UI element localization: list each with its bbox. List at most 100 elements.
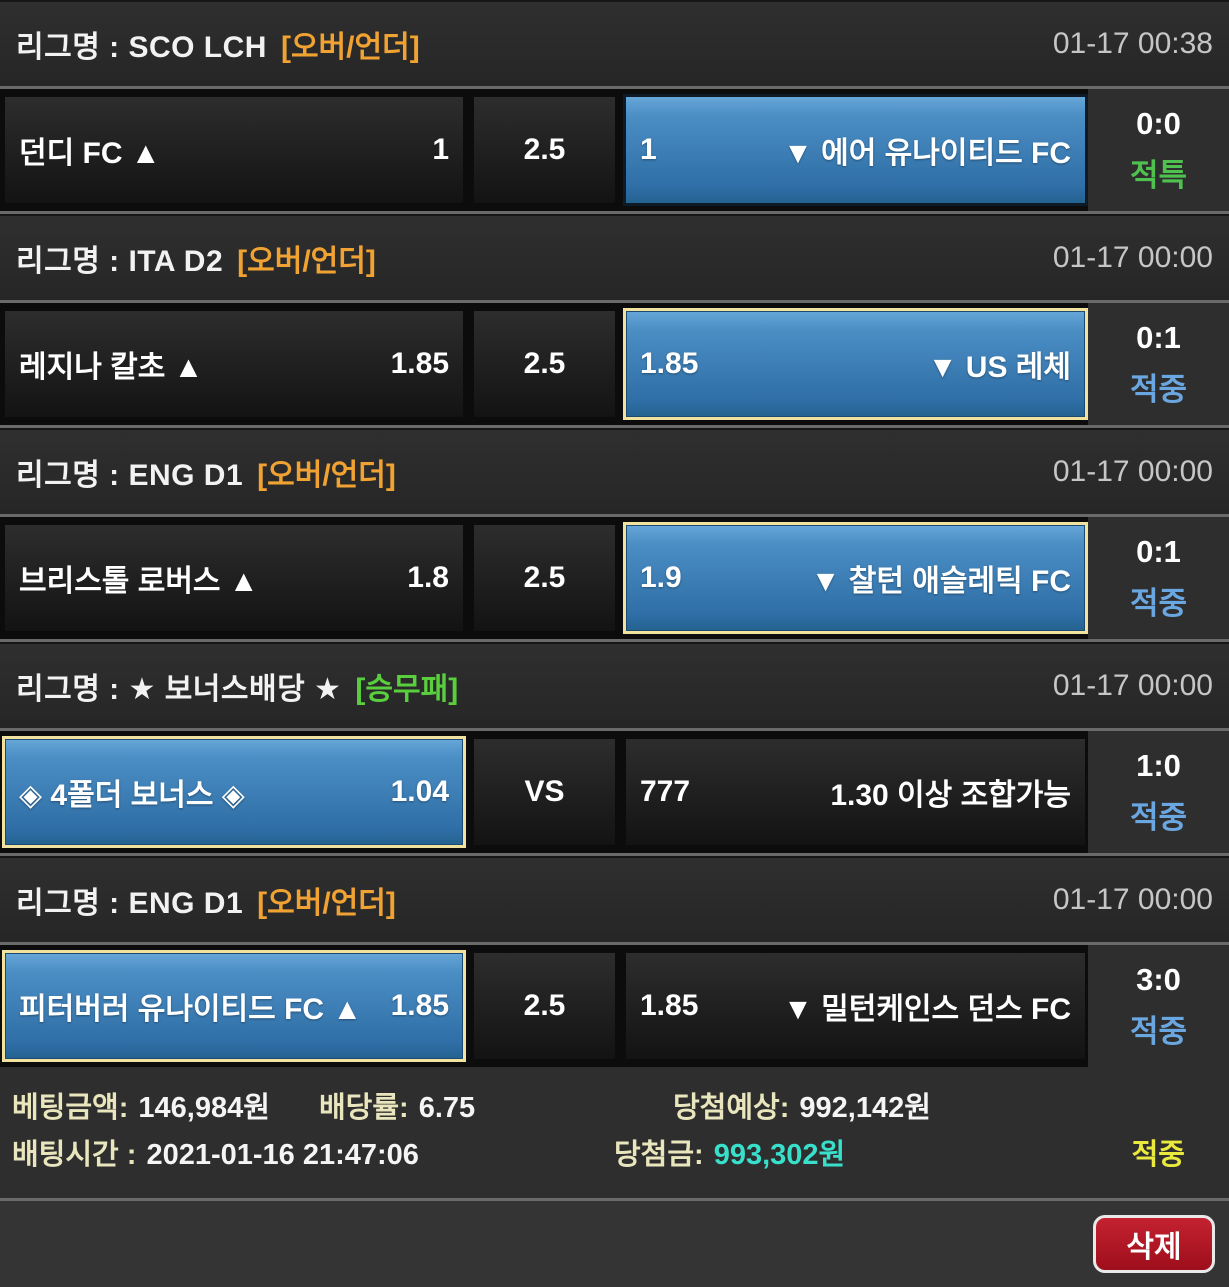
match-row: ◈ 4폴더 보너스 ◈ 1.04 VS 777 1.30 이상 조합가능 1:0… xyxy=(0,731,1229,856)
handicap-value: 2.5 xyxy=(523,347,566,380)
odds-cells: 피터버러 유나이티드 FC ▲ 1.85 2.5 1.85 ▼ 밀턴케인스 던스… xyxy=(0,945,1088,1067)
home-odds-button[interactable]: 던디 FC ▲ 1 xyxy=(2,94,466,206)
match-time: 01-17 00:00 xyxy=(1052,669,1213,702)
bet-time-value: 2021-01-16 21:47:06 xyxy=(146,1139,419,1171)
league-name: 리그명 : ★ 보너스배당 ★ xyxy=(16,673,342,706)
league-info: 리그명 : SCO LCH [오버/언더] xyxy=(16,22,420,66)
home-odds-button[interactable]: 브리스톨 로버스 ▲ 1.8 xyxy=(2,522,466,634)
away-odds-value: 1 xyxy=(640,133,657,166)
delete-button[interactable]: 삭제 xyxy=(1093,1215,1215,1273)
score-result: 3:0 적중 xyxy=(1088,945,1229,1067)
score-value: 0:1 xyxy=(1136,319,1181,355)
odds-cells: 레지나 칼초 ▲ 1.85 2.5 1.85 ▼ US 레체 xyxy=(0,303,1088,425)
handicap-value: 2.5 xyxy=(523,989,566,1022)
away-team-label: ▼ US 레체 xyxy=(927,351,1071,384)
bet-amount: 베팅금액: 146,984원 xyxy=(12,1085,319,1132)
handicap-cell[interactable]: 2.5 xyxy=(471,308,618,420)
league-header: 리그명 : ENG D1 [오버/언더] 01-17 00:00 xyxy=(0,428,1229,517)
league-info: 리그명 : ★ 보너스배당 ★ [승무패] xyxy=(16,664,458,708)
home-odds-button[interactable]: 레지나 칼초 ▲ 1.85 xyxy=(2,308,466,420)
handicap-cell[interactable]: 2.5 xyxy=(471,522,618,634)
away-odds-value: 1.85 xyxy=(640,347,699,380)
league-header: 리그명 : ENG D1 [오버/언더] 01-17 00:00 xyxy=(0,856,1229,945)
overall-result-badge: 적중 xyxy=(1131,1139,1185,1171)
expected-win: 당첨예상: 992,142원 xyxy=(673,1085,931,1132)
home-team-label: ◈ 4폴더 보너스 ◈ xyxy=(19,779,245,812)
away-odds-value: 777 xyxy=(640,775,691,808)
total-odds-value: 6.75 xyxy=(418,1092,476,1124)
expected-win-label: 당첨예상: xyxy=(673,1092,790,1124)
result-badge: 적중 xyxy=(1129,585,1188,621)
home-odds-value: 1.8 xyxy=(407,561,449,594)
result-badge: 적중 xyxy=(1129,1013,1188,1049)
home-odds-button-selected[interactable]: 피터버러 유나이티드 FC ▲ 1.85 xyxy=(2,950,466,1062)
market-tag: [승무패] xyxy=(355,673,459,706)
bet-time: 배팅시간 : 2021-01-16 21:47:06 xyxy=(12,1132,614,1179)
result-badge: 적중 xyxy=(1129,371,1188,407)
expected-win-value: 992,142원 xyxy=(799,1092,931,1124)
league-name: 리그명 : ENG D1 xyxy=(16,887,244,920)
summary-line-1: 베팅금액: 146,984원 배당률: 6.75 당첨예상: 992,142원 xyxy=(12,1085,1217,1132)
away-odds-value: 1.85 xyxy=(640,989,699,1022)
handicap-value: 2.5 xyxy=(523,561,566,594)
vs-cell: VS xyxy=(471,736,618,848)
home-odds-button-selected[interactable]: ◈ 4폴더 보너스 ◈ 1.04 xyxy=(2,736,466,848)
score-result: 0:0 적특 xyxy=(1088,89,1229,211)
league-name: 리그명 : SCO LCH xyxy=(16,31,267,64)
home-odds-value: 1 xyxy=(432,133,449,166)
away-odds-button[interactable]: 777 1.30 이상 조합가능 xyxy=(623,736,1088,848)
score-value: 1:0 xyxy=(1136,747,1181,783)
home-odds-value: 1.04 xyxy=(390,775,449,808)
away-odds-button[interactable]: 1.85 ▼ 밀턴케인스 던스 FC xyxy=(623,950,1088,1062)
away-team-label: ▼ 밀턴케인스 던스 FC xyxy=(783,993,1071,1026)
league-info: 리그명 : ENG D1 [오버/언더] xyxy=(16,878,396,922)
handicap-value: 2.5 xyxy=(523,133,566,166)
market-tag: [오버/언더] xyxy=(257,459,396,492)
league-header: 리그명 : ★ 보너스배당 ★ [승무패] 01-17 00:00 xyxy=(0,642,1229,731)
handicap-cell[interactable]: 2.5 xyxy=(471,950,618,1062)
market-tag: [오버/언더] xyxy=(280,31,420,64)
away-odds-button-selected[interactable]: 1.85 ▼ US 레체 xyxy=(623,308,1088,420)
score-value: 0:0 xyxy=(1136,105,1181,141)
home-team-label: 피터버러 유나이티드 FC ▲ xyxy=(19,993,363,1026)
handicap-cell[interactable]: 2.5 xyxy=(471,94,618,206)
match-row: 피터버러 유나이티드 FC ▲ 1.85 2.5 1.85 ▼ 밀턴케인스 던스… xyxy=(0,945,1229,1067)
match-time: 01-17 00:00 xyxy=(1052,883,1213,916)
away-odds-button-selected[interactable]: 1 ▼ 에어 유나이티드 FC xyxy=(623,94,1088,206)
home-odds-value: 1.85 xyxy=(390,347,449,380)
match-row: 던디 FC ▲ 1 2.5 1 ▼ 에어 유나이티드 FC 0:0 적특 xyxy=(0,89,1229,214)
match-time: 01-17 00:00 xyxy=(1052,241,1213,274)
bet-time-label: 배팅시간 : xyxy=(12,1139,137,1171)
win-amount: 당첨금: 993,302원 xyxy=(614,1132,845,1179)
home-team-label: 레지나 칼초 ▲ xyxy=(19,351,204,384)
score-result: 0:1 적중 xyxy=(1088,517,1229,639)
league-info: 리그명 : ITA D2 [오버/언더] xyxy=(16,236,376,280)
away-odds-value: 1.9 xyxy=(640,561,682,594)
match-row: 레지나 칼초 ▲ 1.85 2.5 1.85 ▼ US 레체 0:1 적중 xyxy=(0,303,1229,428)
win-amount-value: 993,302원 xyxy=(713,1139,846,1171)
score-value: 0:1 xyxy=(1136,533,1181,569)
odds-cells: 던디 FC ▲ 1 2.5 1 ▼ 에어 유나이티드 FC xyxy=(0,89,1088,211)
home-odds-value: 1.85 xyxy=(390,989,449,1022)
odds-cells: 브리스톨 로버스 ▲ 1.8 2.5 1.9 ▼ 찰턴 애슬레틱 FC xyxy=(0,517,1088,639)
vs-label: VS xyxy=(524,775,565,808)
odds-cells: ◈ 4폴더 보너스 ◈ 1.04 VS 777 1.30 이상 조합가능 xyxy=(0,731,1088,853)
league-header: 리그명 : ITA D2 [오버/언더] 01-17 00:00 xyxy=(0,214,1229,303)
league-info: 리그명 : ENG D1 [오버/언더] xyxy=(16,450,396,494)
bottom-bar: 삭제 xyxy=(0,1201,1229,1287)
total-odds: 배당률: 6.75 xyxy=(319,1085,673,1132)
away-team-label: 1.30 이상 조합가능 xyxy=(830,779,1071,812)
bet-summary: 베팅금액: 146,984원 배당률: 6.75 당첨예상: 992,142원 … xyxy=(0,1067,1229,1201)
away-team-label: ▼ 찰턴 애슬레틱 FC xyxy=(810,565,1071,598)
score-result: 0:1 적중 xyxy=(1088,303,1229,425)
match-time: 01-17 00:38 xyxy=(1052,27,1213,60)
home-team-label: 던디 FC ▲ xyxy=(19,137,161,170)
result-badge: 적중 xyxy=(1129,799,1188,835)
match-row: 브리스톨 로버스 ▲ 1.8 2.5 1.9 ▼ 찰턴 애슬레틱 FC 0:1 … xyxy=(0,517,1229,642)
away-odds-button-selected[interactable]: 1.9 ▼ 찰턴 애슬레틱 FC xyxy=(623,522,1088,634)
score-value: 3:0 xyxy=(1136,961,1181,997)
league-header: 리그명 : SCO LCH [오버/언더] 01-17 00:38 xyxy=(0,0,1229,89)
away-team-label: ▼ 에어 유나이티드 FC xyxy=(783,137,1071,170)
bet-amount-value: 146,984원 xyxy=(138,1092,270,1124)
